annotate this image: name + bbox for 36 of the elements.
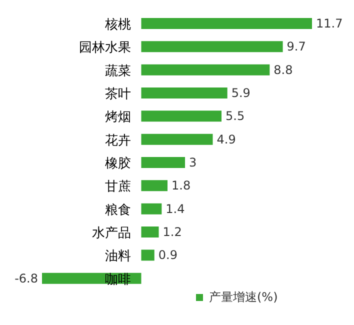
bar	[141, 110, 222, 122]
y-tick-label: 油料	[105, 249, 132, 264]
y-tick-label: 橡胶	[105, 156, 132, 172]
y-tick-label: 水产品	[92, 226, 132, 241]
y-tick-label: 甘蔗	[105, 180, 132, 195]
bar	[141, 18, 312, 29]
y-tick-label: 烤烟	[105, 110, 132, 126]
y-tick-label: 茶叶	[105, 87, 132, 102]
data-label: 1.2	[162, 225, 182, 239]
bar	[141, 134, 213, 145]
bar	[141, 41, 283, 52]
bar	[141, 64, 270, 76]
data-label: 3	[189, 156, 197, 170]
y-tick-label: 咖啡	[105, 272, 132, 288]
y-tick-label: 花卉	[105, 133, 132, 148]
data-label: 5.5	[226, 109, 245, 124]
data-label: 9.7	[286, 40, 306, 54]
legend-label: 产量增速(%)	[209, 289, 278, 306]
data-label: 0.9	[158, 248, 178, 262]
bar	[141, 180, 168, 192]
data-label: 8.8	[274, 62, 293, 77]
data-label: -6.8	[14, 271, 38, 286]
bar	[141, 157, 186, 168]
data-label: 1.8	[172, 178, 191, 193]
bar	[141, 226, 159, 238]
y-tick-label: 蔬菜	[105, 64, 132, 79]
bar	[141, 250, 154, 261]
data-label: 1.4	[166, 202, 185, 216]
bar	[141, 88, 228, 98]
y-tick-label: 粮食	[105, 202, 132, 218]
data-label: 4.9	[216, 132, 236, 146]
data-label: 5.9	[231, 86, 250, 100]
y-tick-label: 核桃	[104, 18, 132, 32]
y-tick-label: 园林水果	[79, 40, 132, 56]
bar	[141, 203, 162, 214]
data-label: 11.7	[316, 16, 343, 30]
